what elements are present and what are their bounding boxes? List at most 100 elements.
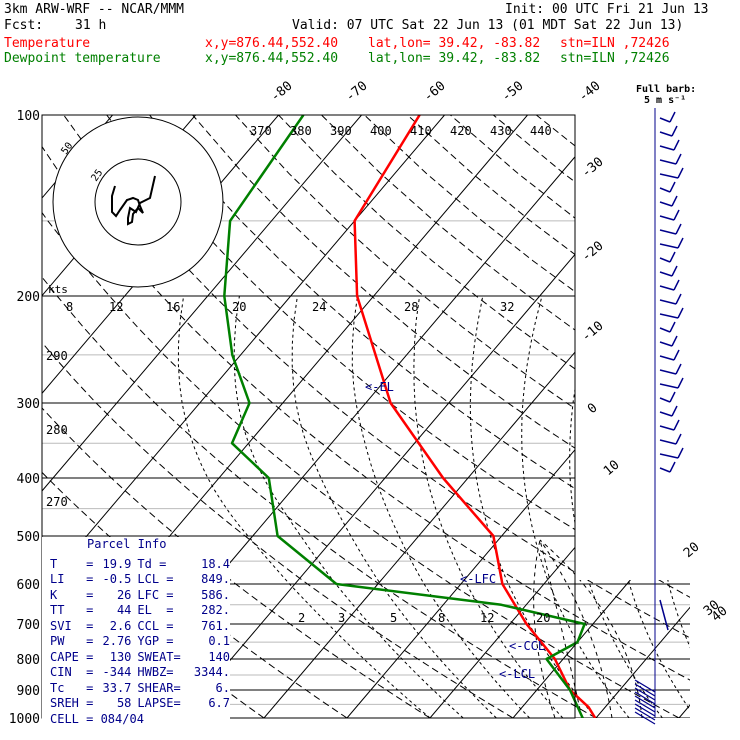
legend-temperature: Temperature [4,36,91,51]
parcel-value: 849. [201,572,230,586]
wind-barb [659,369,677,375]
dry-adiabat-30 [42,115,680,718]
mixing-ratio-line-3 [539,539,643,718]
hodograph-kts-label: kts [48,283,68,296]
pressure-label-100: 100 [17,109,40,124]
wind-barb [659,383,679,389]
dew-xy: x,y=876.44,552.40 [205,51,339,66]
wind-barb [659,271,673,277]
mixing-ratio-line-2 [539,539,613,718]
theta-label-430: 430 [490,124,512,138]
wind-barb [659,187,671,193]
parcel-row: TT = 44 EL = 282. [50,603,230,619]
moist-adiabat-24 [521,295,630,718]
wind-barb-flag [677,237,684,249]
parcel-key: CIN = [50,665,94,679]
parcel-value: 26 [116,587,132,602]
parcel-key: Tc = [50,680,94,695]
parcel-value: 2.6 [109,618,132,633]
wind-barb [659,313,679,319]
parcel-row: LI = -0.5 LCL = 849. [50,572,230,588]
temp-station: stn=ILN ,72426 [560,36,670,51]
parcel-row: CAPE = 130 SWEAT= 140 [50,650,230,666]
mixing-ratio-label-20: 20 [536,611,550,625]
wind-barb [659,355,675,361]
wind-barb-flag [677,307,684,319]
parcel-key: LAPSE= [137,696,181,710]
dry-adiabat-0 [42,115,431,718]
wind-barb-mid [659,599,669,631]
wind-barb-low [634,707,656,721]
mixing-ratio-label-2: 2 [298,611,305,625]
plot-frame [41,114,576,719]
parcel-row: SVI = 2.6 CCL = 761. [50,619,230,635]
wind-barb-flag [675,223,682,235]
wind-barb-low [634,683,656,697]
dry-adiabat-10 [42,115,514,718]
model-title: 3km ARW-WRF -- NCAR/MMM [4,2,185,17]
mixing-ratio-label-3: 3 [338,611,345,625]
isotherm-label--20: -20 [579,238,607,265]
parcel-key: LI = [50,572,94,586]
isotherm-label--30: -30 [579,154,607,181]
temperature-profile [353,115,597,718]
wind-barb-flag [673,419,680,431]
parcel-key: SVI = [50,618,94,633]
parcel-value: -344 [102,665,132,679]
isotherm-30 [678,115,690,718]
wind-barb [659,243,679,249]
wind-barb-flag [669,181,676,193]
lfc-marker: <-LFC [460,572,496,586]
wind-barb-flag [675,293,682,305]
parcel-value: 6.7 [208,696,230,710]
wind-barb-low [634,679,656,693]
hodograph-speed-label-28: 28 [404,300,418,314]
mixing-ratio-line-1 [539,539,583,718]
parcel-info-panel: Parcel Info T = 19.9 Td = 18.4 LI = -0.5 LCL =… [42,537,230,727]
parcel-value: 6. [215,680,230,695]
wind-barb-low [634,711,656,725]
theta-label-410: 410 [410,124,432,138]
wind-barb-flag [677,447,684,459]
parcel-key: TT = [50,603,94,617]
wind-barb-flag [675,363,682,375]
pressure-label-600: 600 [17,578,40,593]
isotherm-label--80: -80 [268,78,296,105]
moist-adiabat-16 [413,295,564,718]
wind-barb-flag [669,251,676,263]
pressure-label-800: 800 [17,653,40,668]
parcel-info-title: Parcel Info [87,537,167,551]
wind-barb-flag [673,279,680,291]
dry-adiabat-80 [192,115,690,718]
legend-dewpoint: Dewpoint temperature [4,51,161,66]
parcel-value: -0.5 [102,572,132,586]
wind-barb [659,467,671,473]
dry-adiabat-90 [235,115,690,718]
dry-adiabat-120 [364,115,690,718]
hodograph: 25 50 [52,116,224,288]
dry-adiabat-40 [42,115,690,718]
isotherm-label-10: 10 [601,458,623,480]
ccl-marker: <-CCL [509,639,545,653]
dew-station: stn=ILN ,72426 [560,51,670,66]
pressure-label-700: 700 [17,618,40,633]
parcel-row: PW = 2.76 YGP = 0.1 [50,634,230,650]
hodograph-speed-label-12: 12 [109,300,123,314]
pressure-label-1000: 1000 [9,712,40,727]
wind-barb-flag [673,209,680,221]
wind-barb-flag [677,167,684,179]
dry-adiabat-label-280: 280 [46,423,68,437]
el-marker: <-EL [365,380,394,394]
wind-barb-flag [675,153,682,165]
valid-time: Valid: 07 UTC Sat 22 Jun 13 (01 MDT Sat … [292,18,684,33]
isotherm-label--50: -50 [499,78,527,105]
parcel-value: 3344. [193,665,230,679]
wind-barb-flag [677,377,684,389]
isotherm-label--70: -70 [343,78,371,105]
wind-barb [659,215,675,221]
dewpoint-profile [223,115,586,718]
parcel-value: 130 [109,649,132,664]
wind-barb [659,453,679,459]
wind-barb-low [634,695,656,709]
isotherm-10 [512,115,690,718]
